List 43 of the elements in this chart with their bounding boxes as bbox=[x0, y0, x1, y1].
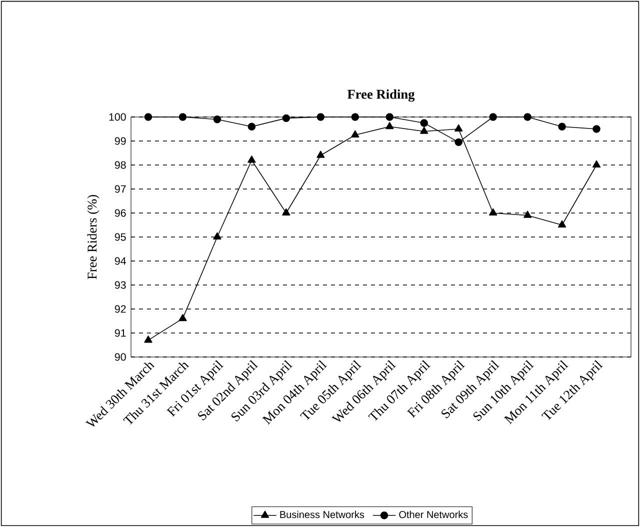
y-tick-label: 97 bbox=[114, 185, 126, 193]
y-tick-label: 94 bbox=[114, 257, 126, 265]
point bbox=[592, 125, 600, 133]
point bbox=[592, 160, 601, 168]
point bbox=[524, 113, 532, 121]
y-tick-label: 95 bbox=[114, 233, 126, 241]
point bbox=[454, 124, 463, 132]
y-tick-label: 91 bbox=[114, 329, 126, 337]
point bbox=[386, 113, 394, 121]
legend-label: Other Networks bbox=[399, 510, 468, 518]
point bbox=[248, 156, 256, 163]
point bbox=[523, 210, 532, 218]
point bbox=[316, 150, 325, 158]
point bbox=[420, 126, 428, 134]
point bbox=[351, 113, 360, 121]
y-tick-label: 96 bbox=[114, 209, 126, 217]
y-tick-label: 92 bbox=[114, 305, 126, 313]
point bbox=[558, 122, 566, 130]
point bbox=[386, 122, 394, 130]
y-tick-label: 90 bbox=[114, 353, 126, 361]
point bbox=[178, 314, 187, 322]
point bbox=[454, 138, 462, 146]
point bbox=[144, 336, 152, 343]
point bbox=[282, 114, 290, 122]
chart-title: Free Riding bbox=[347, 89, 415, 102]
y-axis-title: Free Riders (%) bbox=[87, 195, 100, 280]
point bbox=[488, 208, 498, 216]
y-tick-label: 98 bbox=[114, 161, 126, 169]
legend-label: Business Networks bbox=[280, 510, 364, 518]
point bbox=[420, 119, 428, 127]
point bbox=[351, 130, 360, 138]
point bbox=[316, 113, 325, 121]
point bbox=[558, 220, 566, 228]
point bbox=[144, 113, 152, 121]
point bbox=[213, 232, 222, 240]
point bbox=[213, 116, 222, 124]
point bbox=[489, 113, 497, 121]
point bbox=[248, 122, 256, 130]
point bbox=[282, 208, 290, 216]
y-tick-label: 93 bbox=[114, 281, 126, 289]
point bbox=[178, 113, 187, 121]
y-tick-label: 99 bbox=[114, 137, 126, 145]
y-tick-label: 100 bbox=[109, 113, 126, 121]
